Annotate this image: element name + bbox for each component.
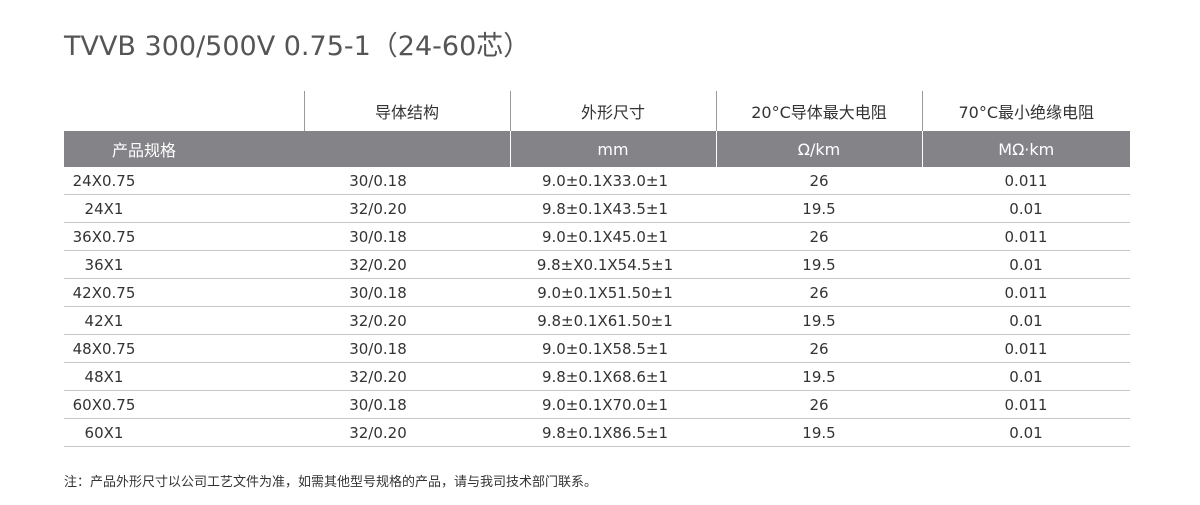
header-row-sub: 产品规格 mm Ω/km MΩ·km [64,131,1130,167]
cell-insulation: 0.011 [922,222,1130,251]
cell-resistance: 19.5 [716,306,922,335]
header-conductor-structure: 导体结构 [303,91,510,131]
table-row: 36X0.75 30/0.18 9.0±0.1X45.0±1 26 0.011 [64,222,1130,251]
cell-conductor: 32/0.20 [304,250,510,279]
cell-resistance: 19.5 [716,362,922,391]
cell-dimension: 9.8±0.1X61.50±1 [510,306,716,335]
cell-resistance: 26 [716,334,922,363]
cell-resistance: 19.5 [716,250,922,279]
cell-spec: 42X1 [64,306,304,335]
page-title: TVVB 300/500V 0.75-1（24-60芯） [64,31,531,62]
cell-resistance: 26 [716,390,922,419]
cell-spec: 60X0.75 [64,390,304,419]
cell-dimension: 9.0±0.1X51.50±1 [510,278,716,307]
header-cell-blank [64,91,304,131]
cell-dimension: 9.8±0.1X86.5±1 [510,418,716,447]
cell-dimension: 9.0±0.1X70.0±1 [510,390,716,419]
cell-insulation: 0.011 [922,334,1130,363]
spec-table: 导体结构 外形尺寸 20°C导体最大电阻 70°C最小绝缘电阻 产品规格 mm … [64,91,1130,447]
header-min-insulation-resistance: 70°C最小绝缘电阻 [921,91,1130,131]
cell-conductor: 30/0.18 [304,390,510,419]
table-row: 42X1 32/0.20 9.8±0.1X61.50±1 19.5 0.01 [64,306,1130,335]
header-product-spec: 产品规格 [64,131,304,167]
cell-insulation: 0.01 [922,250,1130,279]
cell-conductor: 32/0.20 [304,306,510,335]
table-row: 48X0.75 30/0.18 9.0±0.1X58.5±1 26 0.011 [64,334,1130,363]
table-row: 60X1 32/0.20 9.8±0.1X86.5±1 19.5 0.01 [64,418,1130,447]
footnote: 注：产品外形尺寸以公司工艺文件为准，如需其他型号规格的产品，请与我司技术部门联系… [64,475,598,490]
cell-dimension: 9.8±X0.1X54.5±1 [510,250,716,279]
table-row: 42X0.75 30/0.18 9.0±0.1X51.50±1 26 0.011 [64,278,1130,307]
cell-dimension: 9.0±0.1X45.0±1 [510,222,716,251]
header-outer-dimension: 外形尺寸 [509,91,716,131]
cell-conductor: 32/0.20 [304,418,510,447]
cell-conductor: 30/0.18 [304,334,510,363]
cell-dimension: 9.8±0.1X68.6±1 [510,362,716,391]
cell-spec: 42X0.75 [64,278,304,307]
cell-spec: 60X1 [64,418,304,447]
header-unit-mm: mm [509,131,716,167]
cell-spec: 36X1 [64,250,304,279]
cell-resistance: 19.5 [716,194,922,223]
header-row-top: 导体结构 外形尺寸 20°C导体最大电阻 70°C最小绝缘电阻 [64,91,1130,131]
table-row: 24X1 32/0.20 9.8±0.1X43.5±1 19.5 0.01 [64,194,1130,223]
cell-insulation: 0.01 [922,306,1130,335]
cell-conductor: 30/0.18 [304,222,510,251]
cell-insulation: 0.01 [922,418,1130,447]
cell-spec: 48X1 [64,362,304,391]
header-unit-ohm-km: Ω/km [715,131,922,167]
cell-dimension: 9.0±0.1X58.5±1 [510,334,716,363]
cell-dimension: 9.0±0.1X33.0±1 [510,167,716,195]
table-row: 48X1 32/0.20 9.8±0.1X68.6±1 19.5 0.01 [64,362,1130,391]
cell-spec: 36X0.75 [64,222,304,251]
cell-insulation: 0.011 [922,390,1130,419]
cell-insulation: 0.01 [922,362,1130,391]
header-sub-blank [304,131,510,167]
cell-conductor: 30/0.18 [304,278,510,307]
cell-spec: 48X0.75 [64,334,304,363]
cell-insulation: 0.011 [922,167,1130,195]
cell-resistance: 26 [716,222,922,251]
table-row: 60X0.75 30/0.18 9.0±0.1X70.0±1 26 0.011 [64,390,1130,419]
cell-resistance: 19.5 [716,418,922,447]
cell-conductor: 32/0.20 [304,194,510,223]
cell-resistance: 26 [716,167,922,195]
table-row: 24X0.75 30/0.18 9.0±0.1X33.0±1 26 0.011 [64,167,1130,195]
header-unit-mohm-km: MΩ·km [921,131,1130,167]
cell-resistance: 26 [716,278,922,307]
cell-spec: 24X1 [64,194,304,223]
cell-spec: 24X0.75 [64,167,304,195]
header-product-spec-label: 产品规格 [111,141,176,160]
table-row: 36X1 32/0.20 9.8±X0.1X54.5±1 19.5 0.01 [64,250,1130,279]
cell-conductor: 32/0.20 [304,362,510,391]
cell-insulation: 0.011 [922,278,1130,307]
cell-dimension: 9.8±0.1X43.5±1 [510,194,716,223]
cell-conductor: 30/0.18 [304,167,510,195]
header-max-resistance: 20°C导体最大电阻 [715,91,922,131]
cell-insulation: 0.01 [922,194,1130,223]
